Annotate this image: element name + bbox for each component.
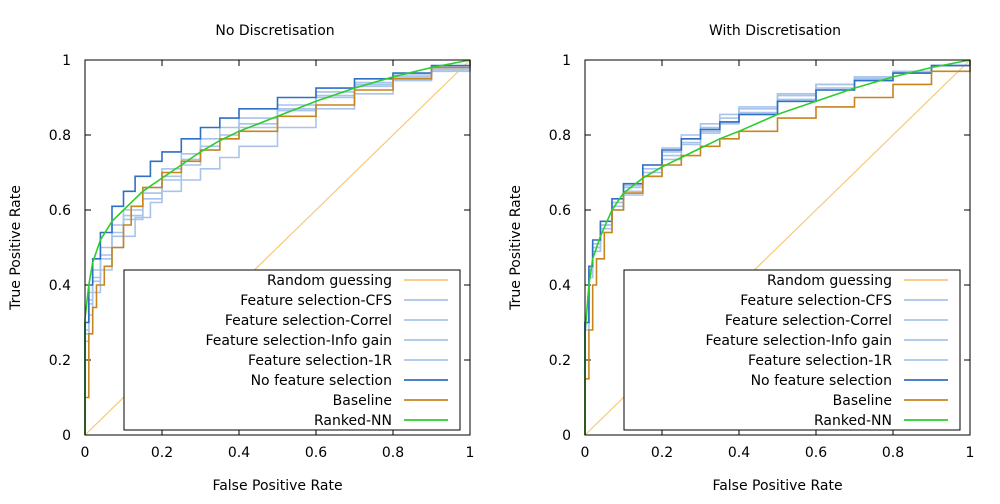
legend-label-ranked-nn: Ranked-NN	[814, 413, 892, 429]
x-tick-label: 0.8	[882, 445, 904, 461]
series-line-feature-selection-cfs	[84, 60, 471, 435]
legend: Random guessing Feature selection-CFS Feat…	[623, 269, 961, 431]
series-line-no-feature-selection	[84, 60, 471, 435]
y-tick-label: 0.8	[49, 128, 71, 144]
roc-panel-no-discretisation: No Discretisation False Positive Rate True…	[8, 23, 474, 494]
y-tick-label: 0.4	[49, 278, 71, 294]
y-tick-label: 0.6	[549, 203, 571, 219]
x-axis-label: False Positive Rate	[212, 478, 342, 494]
plot-frame	[584, 59, 971, 436]
x-tick-label: 1	[966, 445, 975, 461]
series-line-ranked-nn	[584, 59, 971, 435]
plot-frame	[84, 59, 471, 436]
x-axis-label: False Positive Rate	[712, 478, 842, 494]
x-tick-label: 0.4	[228, 445, 250, 461]
roc-panel-with-discretisation: With Discretisation False Positive Rate Tr…	[508, 23, 974, 494]
y-axis-label: True Positive Rate	[508, 185, 524, 311]
legend-label-feature-selection-info-gain: Feature selection-Info gain	[705, 333, 892, 349]
series-line-baseline	[584, 60, 971, 435]
legend-label-ranked-nn: Ranked-NN	[314, 413, 392, 429]
legend-label-feature-selection-correl: Feature selection-Correl	[225, 313, 392, 329]
legend-box	[623, 269, 961, 431]
legend-box	[123, 269, 461, 431]
y-tick-label: 0.8	[549, 128, 571, 144]
x-tick-label: 0.2	[151, 445, 173, 461]
chart-title: No Discretisation	[215, 23, 334, 39]
legend-label-random-guessing: Random guessing	[267, 273, 392, 289]
y-tick-label: 0	[62, 428, 71, 444]
legend-label-feature-selection-cfs: Feature selection-CFS	[740, 293, 892, 309]
legend: Random guessing Feature selection-CFS Feat…	[123, 269, 461, 431]
legend-label-baseline: Baseline	[833, 393, 892, 409]
x-tick-label: 0.6	[805, 445, 827, 461]
y-tick-label: 1	[562, 53, 571, 69]
x-tick-label: 0	[581, 445, 590, 461]
y-tick-label: 1	[62, 53, 71, 69]
y-tick-label: 0.2	[549, 353, 571, 369]
legend-label-feature-selection-correl: Feature selection-Correl	[725, 313, 892, 329]
legend-label-feature-selection-1r: Feature selection-1R	[248, 353, 392, 369]
x-tick-label: 0.2	[651, 445, 673, 461]
legend-label-no-feature-selection: No feature selection	[251, 373, 392, 389]
y-tick-label: 0	[562, 428, 571, 444]
x-tick-label: 0.4	[728, 445, 750, 461]
x-tick-label: 0.6	[305, 445, 327, 461]
series-line-ranked-nn	[84, 59, 471, 435]
legend-label-feature-selection-info-gain: Feature selection-Info gain	[205, 333, 392, 349]
x-tick-label: 0	[81, 445, 90, 461]
x-tick-label: 1	[466, 445, 475, 461]
legend-label-feature-selection-cfs: Feature selection-CFS	[240, 293, 392, 309]
chart-title: With Discretisation	[709, 23, 841, 39]
x-tick-label: 0.8	[382, 445, 404, 461]
legend-label-feature-selection-1r: Feature selection-1R	[748, 353, 892, 369]
y-tick-label: 0.6	[49, 203, 71, 219]
series-line-feature-selection-1r	[584, 60, 971, 435]
legend-label-no-feature-selection: No feature selection	[751, 373, 892, 389]
legend-label-baseline: Baseline	[333, 393, 392, 409]
y-axis-label: True Positive Rate	[8, 185, 24, 311]
y-tick-label: 0.2	[49, 353, 71, 369]
legend-label-random-guessing: Random guessing	[767, 273, 892, 289]
y-tick-label: 0.4	[549, 278, 571, 294]
